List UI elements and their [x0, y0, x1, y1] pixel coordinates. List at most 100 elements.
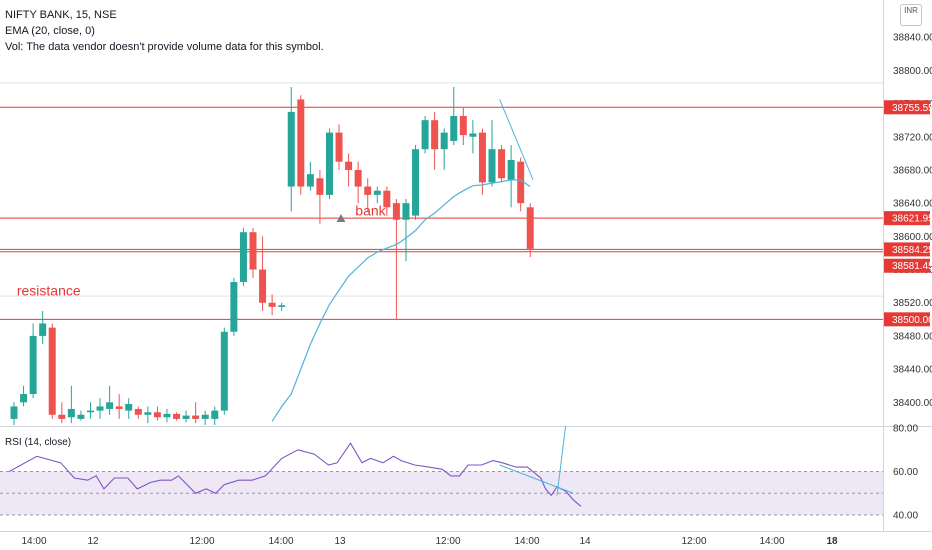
- rsi-trendline[interactable]: [499, 464, 574, 494]
- time-tick-label: 14: [579, 536, 591, 547]
- time-tick-label: 12: [87, 536, 99, 547]
- candle-down: [354, 161, 362, 204]
- candle-body: [106, 402, 114, 409]
- candle-up: [287, 86, 295, 212]
- candle-body: [192, 415, 200, 419]
- symbol-title[interactable]: NIFTY BANK, 15, NSE: [5, 9, 117, 21]
- candle-up: [306, 161, 314, 191]
- price-trendline[interactable]: [499, 99, 534, 181]
- candle-body: [383, 190, 391, 208]
- candle-body: [421, 120, 429, 150]
- candle-up: [20, 385, 28, 407]
- candle-up: [373, 186, 381, 204]
- candle-down: [48, 323, 56, 419]
- candle-down: [259, 236, 267, 312]
- candle-down: [526, 203, 534, 258]
- price-tick-label: 38600.00: [893, 232, 932, 243]
- annotations: resistance bank: [17, 99, 534, 298]
- currency-badge[interactable]: INR: [900, 4, 922, 26]
- candle-up: [211, 406, 219, 425]
- ema-legend[interactable]: EMA (20, close, 0): [5, 25, 95, 37]
- candle-down: [345, 153, 353, 187]
- candle-body: [211, 410, 219, 419]
- candle-body: [517, 161, 525, 204]
- rsi-tick-label: 60.00: [893, 467, 918, 478]
- candle-body: [297, 99, 305, 187]
- price-level-tag-label: 38581.45: [892, 261, 932, 272]
- marker-triangle: [336, 214, 346, 222]
- candle-body: [259, 269, 267, 303]
- rsi-legend[interactable]: RSI (14, close): [5, 437, 72, 448]
- candle-body: [96, 406, 104, 411]
- time-tick-label: 13: [334, 536, 346, 547]
- candle-up: [163, 408, 171, 423]
- price-level-tag: [884, 100, 930, 115]
- candle-body: [440, 132, 448, 150]
- annotation-resistance[interactable]: resistance: [17, 282, 81, 298]
- candle-up: [402, 199, 410, 262]
- candle-down: [459, 107, 467, 146]
- candle-up: [29, 323, 37, 399]
- candle-body: [450, 116, 458, 141]
- candle-body: [392, 203, 400, 220]
- candle-body: [115, 406, 123, 409]
- price-level-tag-label: 38500.00: [892, 315, 932, 326]
- candle-down: [517, 157, 525, 212]
- candle-body: [345, 161, 353, 170]
- rsi-line: [8, 442, 582, 507]
- candle-down: [134, 406, 142, 419]
- candle-down: [383, 186, 391, 216]
- candle-body: [287, 111, 295, 187]
- time-tick-label: 14:00: [268, 536, 293, 547]
- candle-down: [153, 406, 161, 421]
- candle-body: [469, 133, 477, 137]
- candle-up: [125, 398, 133, 419]
- candle-up: [421, 116, 429, 154]
- candle-body: [10, 406, 18, 419]
- candle-up: [182, 410, 190, 423]
- rsi-pane: [0, 425, 883, 516]
- rsi-band: [0, 471, 883, 515]
- candle-body: [364, 186, 372, 195]
- candle-body: [239, 232, 247, 282]
- candle-down: [335, 124, 343, 170]
- candle-body: [249, 232, 257, 270]
- candle-body: [278, 305, 286, 307]
- annotation-bank[interactable]: bank: [355, 203, 386, 219]
- price-level-tag: [884, 242, 930, 257]
- candle-body: [67, 408, 75, 418]
- candle-down: [364, 178, 372, 212]
- volume-legend: Vol: The data vendor doesn't provide vol…: [5, 41, 324, 53]
- price-tick-label: 38480.00: [893, 331, 932, 342]
- candle-down: [115, 394, 123, 419]
- time-tick-label: 12:00: [435, 536, 460, 547]
- candle-up: [106, 385, 114, 415]
- candle-up: [67, 385, 75, 424]
- candle-up: [278, 302, 286, 312]
- candle-up: [450, 86, 458, 146]
- candle-down: [431, 111, 439, 170]
- candle-body: [507, 160, 515, 180]
- candle-up: [488, 120, 496, 187]
- candle-body: [163, 413, 171, 418]
- price-tick-label: 38800.00: [893, 66, 932, 77]
- candle-body: [153, 412, 161, 418]
- candle-body: [182, 415, 190, 419]
- price-level-tag: [884, 211, 930, 226]
- price-tick-label: 38640.00: [893, 199, 932, 210]
- time-tick-label: 12:00: [681, 536, 706, 547]
- price-tick-label: 38400.00: [893, 398, 932, 409]
- time-tick-label: 14:00: [759, 536, 784, 547]
- candle-body: [86, 410, 94, 413]
- candle-up: [440, 128, 448, 170]
- candle-body: [431, 120, 439, 150]
- candle-body: [268, 302, 276, 307]
- candle-up: [144, 406, 152, 424]
- candle-body: [488, 149, 496, 183]
- time-tick-label: 14:00: [514, 536, 539, 547]
- time-tick-label: 18: [826, 536, 838, 547]
- axes: 38400.0038440.0038480.0038520.0038560.00…: [21, 33, 932, 547]
- price-level-tag: [884, 258, 930, 273]
- price-tick-label: 38440.00: [893, 365, 932, 376]
